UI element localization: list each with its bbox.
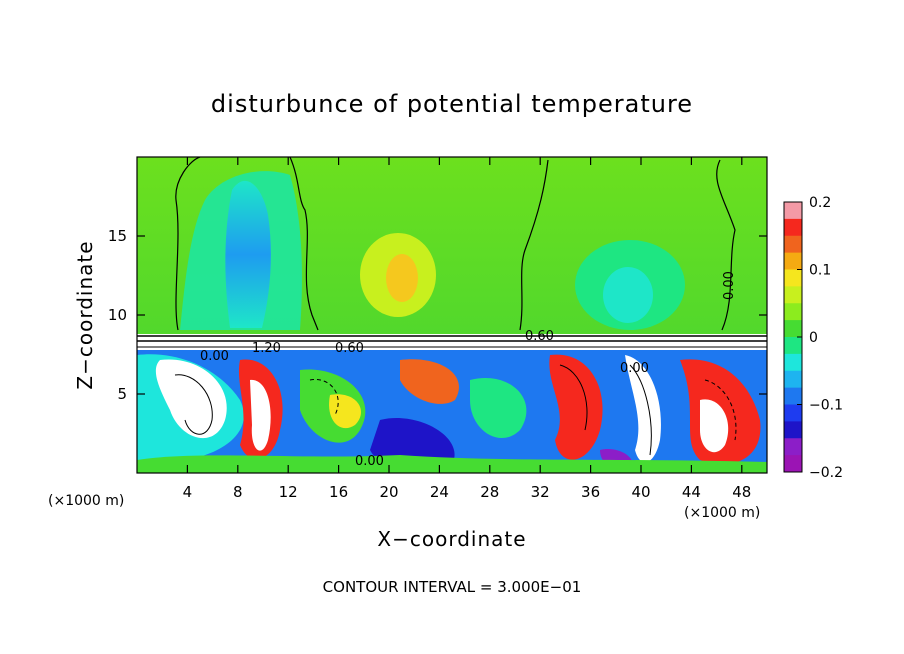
inversion-band [137,334,767,350]
colorbar-tick-label: −0.1 [809,398,843,414]
colorbar-swatch [784,320,802,338]
contour-upper-3 [519,159,549,331]
heatmap-lower-blob-4 [250,379,271,451]
contour-label-2: 1.20 [252,341,281,356]
chart-title: disturbunce of potential temperature [211,90,693,118]
heatmap-lower-blob-9 [470,378,527,439]
contour-lower-4 [629,364,652,456]
x-tick-label: 8 [233,483,243,501]
contour-upper-4 [716,159,736,331]
colorbar: 0.2 0.1 0 −0.1 −0.2 [783,195,843,481]
x-tick-label: 20 [379,483,398,501]
colorbar-swatch [784,235,802,254]
x-axis-label: X−coordinate [377,527,526,551]
colorbar-swatch [784,421,802,439]
heatmap-lower-blob-6 [329,394,361,429]
x-tick-label: 40 [631,483,650,501]
heatmap-cool-core [603,267,653,323]
contour-upper-1 [175,157,201,331]
heatmap-warm-core [386,254,418,302]
x-tick-label: 28 [480,483,499,501]
heatmap-lower-blob-13 [700,399,729,453]
colorbar-swatch [784,252,802,270]
colorbar-swatch [784,455,802,473]
heatmap-lower-blob-15 [137,455,767,473]
contour-interval-note: CONTOUR INTERVAL = 3.000E−01 [323,578,582,596]
colorbar-swatch [784,370,802,389]
heatmap-lower-blob-10 [549,354,603,460]
y-axis: 5 10 15 [108,227,767,403]
contour-label-7: 0.00 [355,454,384,469]
x-tick-label: 44 [682,483,701,501]
colorbar-swatch [784,202,802,220]
x-tick-label: 24 [430,483,449,501]
x-axis: 4 8 12 16 20 24 28 32 36 40 44 48 [183,157,751,501]
x-tick-label: 48 [732,483,751,501]
y-tick-label: 10 [108,306,127,324]
contour-lower-1 [174,374,213,435]
heatmap-lower-blob-11 [625,355,661,463]
heatmap-lower-blob-2 [155,359,227,439]
colorbar-tick-label: −0.2 [809,465,843,481]
contour-label-1: 0.00 [200,349,229,364]
contour-label-6: 0.00 [620,361,649,376]
colorbar-swatch [784,404,802,422]
plot-area [137,157,767,473]
x-unit-right: (×1000 m) [684,505,760,521]
x-tick-label: 36 [581,483,600,501]
colorbar-swatch [784,438,802,456]
colorbar-tick-label: 0 [809,330,818,346]
x-tick-label: 16 [329,483,348,501]
y-tick-label: 15 [108,227,127,245]
y-tick-label: 5 [117,385,127,403]
colorbar-swatch [784,353,802,372]
contour-label-3: 0.60 [525,329,554,344]
colorbar-swatch [784,269,802,287]
y-axis-label: Z−coordinate [73,240,97,389]
colorbar-tick-label: 0.2 [809,195,831,211]
contour-lower-3 [559,364,588,431]
x-tick-label: 4 [183,483,193,501]
colorbar-tick-label: 0.1 [809,263,831,279]
contour-label-5: 0.60 [335,341,364,356]
colorbar-swatch [784,337,802,355]
heatmap-lower-blob-8 [400,359,459,404]
x-tick-label: 12 [279,483,298,501]
contour-upper-2 [289,157,319,331]
contour-label-4: 0.00 [722,271,737,300]
heatmap-cold-core-1 [225,180,271,328]
colorbar-swatch [784,387,802,405]
colorbar-swatch [784,303,802,321]
x-tick-label: 32 [531,483,550,501]
colorbar-swatch [784,286,802,304]
contour-lower-5 [704,379,737,441]
colorbar-swatch [784,218,802,237]
x-unit-left: (×1000 m) [48,493,124,509]
